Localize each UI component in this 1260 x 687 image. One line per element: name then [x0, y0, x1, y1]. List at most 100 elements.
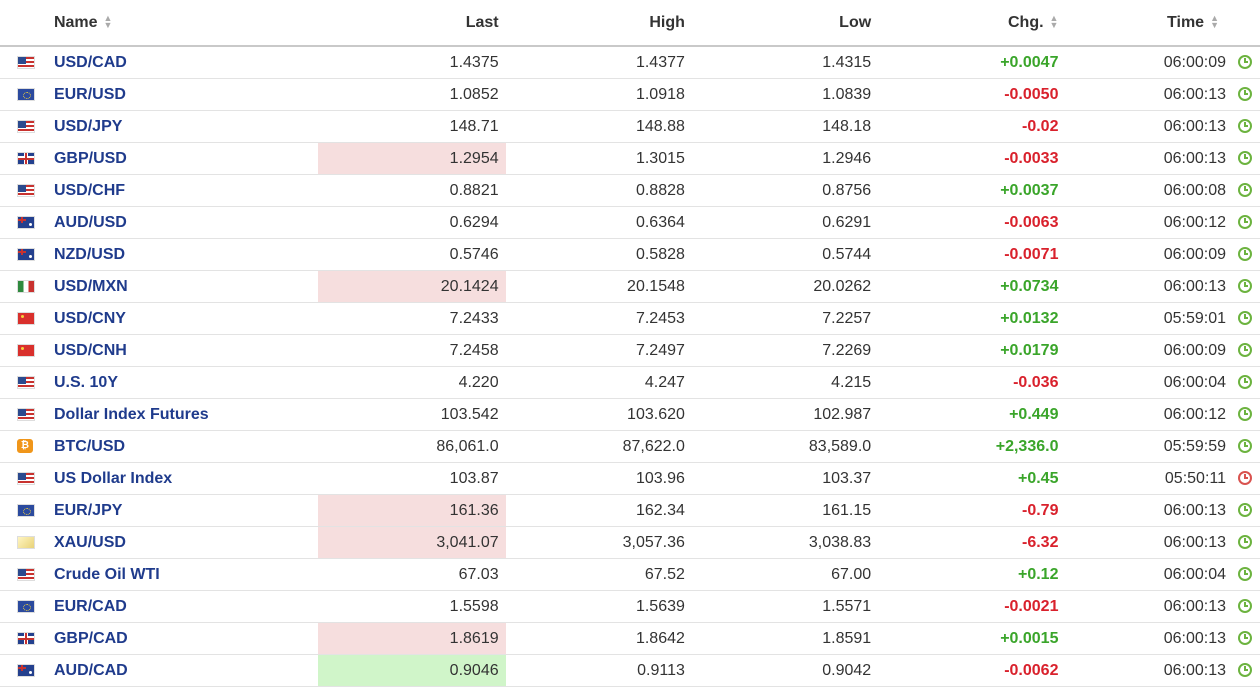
last-price-cell: 1.5598	[318, 590, 506, 623]
high-price-cell: 7.2497	[505, 334, 692, 367]
clock-icon	[1238, 86, 1252, 101]
table-row[interactable]: USD/CHF 0.8821 0.8828 0.8756 +0.0037 06:00:08	[0, 174, 1260, 207]
time-cell: 06:00:09	[1065, 46, 1260, 79]
time-cell: 06:00:13	[1065, 622, 1260, 655]
clock-icon	[1238, 502, 1252, 517]
time-value: 06:00:04	[1163, 565, 1226, 583]
sort-icon[interactable]: ▲ ▼	[1049, 13, 1059, 31]
table-row[interactable]: AUD/USD 0.6294 0.6364 0.6291 -0.0063 06:00:12	[0, 206, 1260, 239]
au-flag-icon	[17, 663, 35, 677]
low-price-cell: 1.0839	[691, 78, 879, 111]
instrument-name-link[interactable]: GBP/USD	[41, 142, 319, 175]
instrument-name-link[interactable]: U.S. 10Y	[41, 366, 319, 399]
table-row[interactable]: EUR/JPY 161.36 162.34 161.15 -0.79 06:00:13	[0, 494, 1260, 527]
high-price-cell: 0.6364	[505, 206, 692, 239]
time-cell: 06:00:13	[1065, 494, 1260, 527]
time-cell: 06:00:13	[1065, 270, 1260, 303]
flag-cell	[0, 142, 42, 175]
change-cell: -0.0071	[878, 238, 1066, 271]
table-row[interactable]: Crude Oil WTI 67.03 67.52 67.00 +0.12 06:00:0…	[0, 558, 1260, 591]
flag-cell	[0, 558, 42, 591]
high-price-cell: 4.247	[505, 366, 692, 399]
flag-cell	[0, 590, 42, 623]
instrument-name-link[interactable]: NZD/USD	[41, 238, 319, 271]
low-price-cell: 1.8591	[691, 622, 879, 655]
low-price-cell: 161.15	[691, 494, 879, 527]
chg-column-header[interactable]: Chg. ▲ ▼	[878, 0, 1066, 47]
low-price-cell: 0.8756	[691, 174, 879, 207]
instrument-name-link[interactable]: EUR/CAD	[41, 590, 319, 623]
flag-cell: ₿	[0, 430, 42, 463]
table-row[interactable]: USD/MXN 20.1424 20.1548 20.0262 +0.0734 06:00…	[0, 270, 1260, 303]
instrument-name-link[interactable]: USD/JPY	[41, 110, 319, 143]
instrument-name-link[interactable]: GBP/CAD	[41, 622, 319, 655]
sort-icon[interactable]: ▲ ▼	[103, 13, 113, 31]
table-row[interactable]: USD/JPY 148.71 148.88 148.18 -0.02 06:00:13	[0, 110, 1260, 143]
flag-cell	[0, 78, 42, 111]
last-price-cell: 7.2433	[318, 302, 506, 335]
time-cell: 06:00:12	[1065, 206, 1260, 239]
sort-icon[interactable]: ▲ ▼	[1210, 13, 1219, 31]
last-price-cell: 0.8821	[318, 174, 506, 207]
instrument-name-link[interactable]: AUD/USD	[41, 206, 319, 239]
time-value: 06:00:13	[1163, 661, 1226, 679]
last-price-cell: 4.220	[318, 366, 506, 399]
table-row[interactable]: USD/CNY 7.2433 7.2453 7.2257 +0.0132 05:59:01	[0, 302, 1260, 335]
instrument-name-link[interactable]: USD/CAD	[41, 46, 319, 79]
instrument-name-link[interactable]: USD/CHF	[41, 174, 319, 207]
table-row[interactable]: US Dollar Index 103.87 103.96 103.37 +0.45 05…	[0, 462, 1260, 495]
eu-flag-icon	[17, 503, 35, 517]
low-price-cell: 102.987	[691, 398, 879, 431]
time-cell: 06:00:13	[1065, 78, 1260, 111]
flag-cell	[0, 174, 42, 207]
time-value: 06:00:12	[1163, 213, 1226, 231]
low-price-cell: 7.2257	[691, 302, 879, 335]
chg-header-label: Chg.	[1008, 13, 1044, 31]
cn-flag-icon	[17, 343, 35, 357]
instrument-name-link[interactable]: EUR/USD	[41, 78, 319, 111]
instrument-name-link[interactable]: BTC/USD	[41, 430, 319, 463]
instrument-name-link[interactable]: EUR/JPY	[41, 494, 319, 527]
change-cell: +0.0734	[878, 270, 1066, 303]
instrument-name-link[interactable]: USD/MXN	[41, 270, 319, 303]
table-row[interactable]: U.S. 10Y 4.220 4.247 4.215 -0.036 06:00:04	[0, 366, 1260, 399]
instrument-name-link[interactable]: USD/CNH	[41, 334, 319, 367]
table-row[interactable]: USD/CAD 1.4375 1.4377 1.4315 +0.0047 06:00:09	[0, 46, 1260, 79]
instrument-name-link[interactable]: Crude Oil WTI	[41, 558, 319, 591]
instrument-name-link[interactable]: Dollar Index Futures	[41, 398, 319, 431]
change-cell: +0.45	[878, 462, 1066, 495]
change-cell: +0.0179	[878, 334, 1066, 367]
change-cell: -0.79	[878, 494, 1066, 527]
high-price-cell: 87,622.0	[505, 430, 692, 463]
change-cell: -6.32	[878, 526, 1066, 559]
table-row[interactable]: USD/CNH 7.2458 7.2497 7.2269 +0.0179 06:00:09	[0, 334, 1260, 367]
time-column-header[interactable]: Time ▲ ▼	[1065, 0, 1260, 47]
table-row[interactable]: Dollar Index Futures 103.542 103.620 102.98…	[0, 398, 1260, 431]
table-row[interactable]: GBP/USD 1.2954 1.3015 1.2946 -0.0033 06:00:13	[0, 142, 1260, 175]
low-price-cell: 3,038.83	[691, 526, 879, 559]
clock-icon	[1238, 182, 1252, 197]
us-flag-icon	[17, 375, 35, 389]
us-flag-icon	[17, 119, 35, 133]
last-price-cell: 67.03	[318, 558, 506, 591]
high-price-cell: 1.4377	[505, 46, 692, 79]
table-row[interactable]: EUR/USD 1.0852 1.0918 1.0839 -0.0050 06:00:13	[0, 78, 1260, 111]
time-cell: 05:59:01	[1065, 302, 1260, 335]
high-price-cell: 162.34	[505, 494, 692, 527]
name-column-header[interactable]: Name ▲ ▼	[41, 0, 319, 47]
table-row[interactable]: GBP/CAD 1.8619 1.8642 1.8591 +0.0015 06:00:13	[0, 622, 1260, 655]
high-price-cell: 148.88	[505, 110, 692, 143]
table-row[interactable]: EUR/CAD 1.5598 1.5639 1.5571 -0.0021 06:00:13	[0, 590, 1260, 623]
low-price-cell: 0.5744	[691, 238, 879, 271]
high-price-cell: 67.52	[505, 558, 692, 591]
instrument-name-link[interactable]: US Dollar Index	[41, 462, 319, 495]
mx-flag-icon	[17, 279, 35, 293]
instrument-name-link[interactable]: XAU/USD	[41, 526, 319, 559]
table-row[interactable]: NZD/USD 0.5746 0.5828 0.5744 -0.0071 06:00:09	[0, 238, 1260, 271]
table-row[interactable]: ₿ BTC/USD 86,061.0 87,622.0 83,589.0 +2,336.0…	[0, 430, 1260, 463]
table-row[interactable]: XAU/USD 3,041.07 3,057.36 3,038.83 -6.32 06:0…	[0, 526, 1260, 559]
instrument-name-link[interactable]: USD/CNY	[41, 302, 319, 335]
clock-icon	[1238, 342, 1252, 357]
name-header-label: Name	[53, 13, 98, 31]
high-price-cell: 1.5639	[505, 590, 692, 623]
